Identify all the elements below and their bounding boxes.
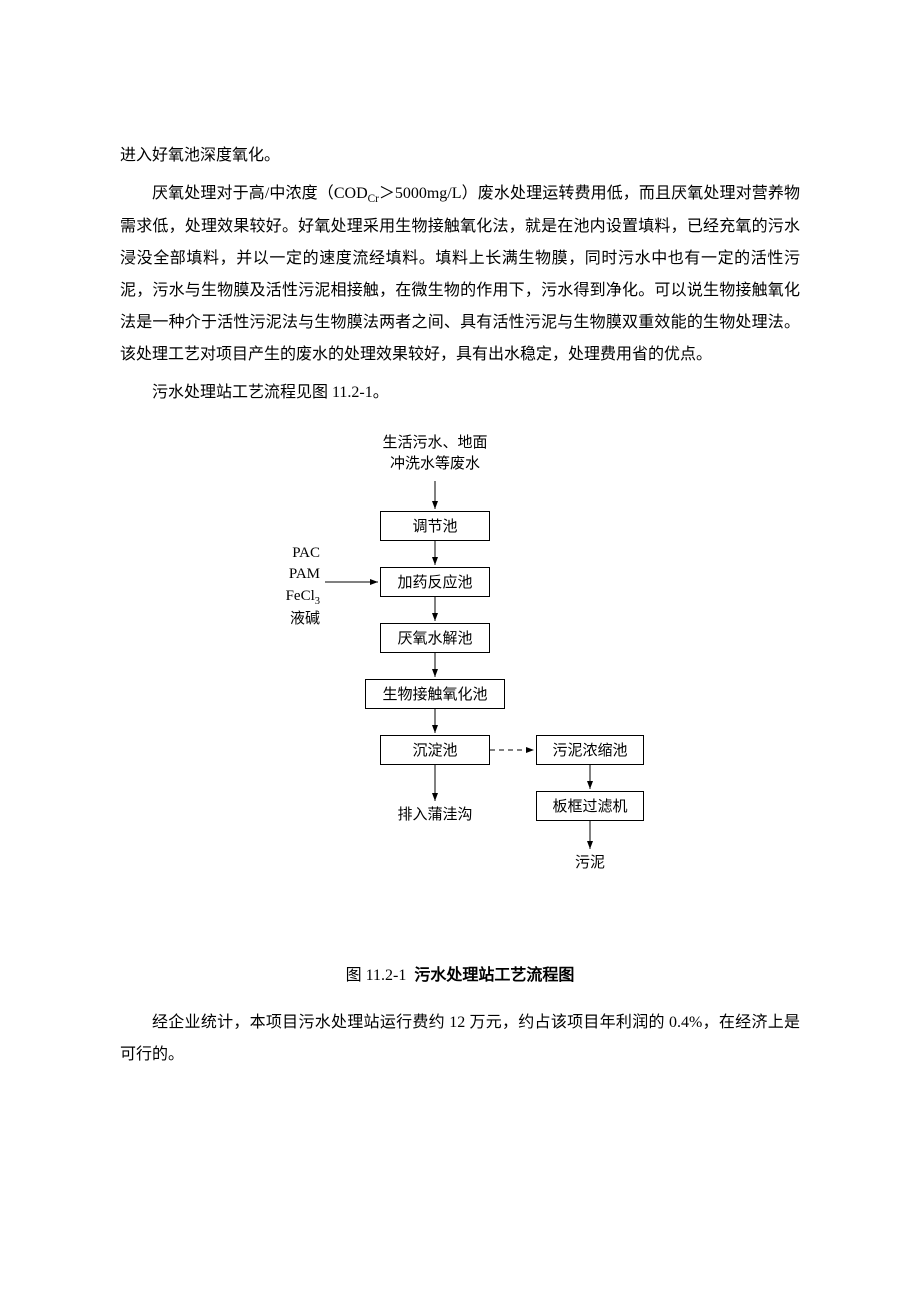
chem-1: PAC (292, 545, 320, 561)
node-wuni-nongsuo: 污泥浓缩池 (536, 735, 644, 765)
flow-source-line1: 生活污水、地面 (382, 435, 487, 451)
node-bankuang: 板框过滤机 (536, 791, 644, 821)
chemicals-label: PAC PAM FeCl3 液碱 (250, 543, 320, 631)
chem-4: 液碱 (290, 611, 320, 627)
flow-source-line2: 冲洗水等废水 (390, 456, 480, 472)
paragraph-3: 污水处理站工艺流程见图 11.2-1。 (120, 377, 800, 409)
node-jiayao: 加药反应池 (380, 567, 490, 597)
paragraph-1: 进入好氧池深度氧化。 (120, 140, 800, 172)
flowchart: dashed --> 污泥浓缩池 --> 生活污水、地面 冲洗水等废水 PAC … (210, 433, 710, 943)
figure-caption-num: 图 11.2-1 (346, 967, 407, 984)
flow-out-left: 排入蒲洼沟 (390, 805, 480, 826)
paragraph-4: 经企业统计，本项目污水处理站运行费约 12 万元，约占该项目年利润的 0.4%，… (120, 1007, 800, 1071)
node-chendian: 沉淀池 (380, 735, 490, 765)
chem-3-sub: 3 (315, 596, 320, 607)
node-tiaojie: 调节池 (380, 511, 490, 541)
node-yanyang: 厌氧水解池 (380, 623, 490, 653)
flow-out-right: 污泥 (565, 853, 615, 874)
paragraph-2: 厌氧处理对于高/中浓度（CODCr＞5000mg/L）废水处理运转费用低，而且厌… (120, 178, 800, 371)
figure-container: dashed --> 污泥浓缩池 --> 生活污水、地面 冲洗水等废水 PAC … (120, 433, 800, 943)
chem-2: PAM (289, 566, 320, 582)
figure-caption-text: 污水处理站工艺流程图 (414, 967, 574, 984)
p2-sub: Cr (368, 193, 379, 205)
node-shengwu: 生物接触氧化池 (365, 679, 505, 709)
chem-3-base: FeCl (286, 588, 315, 604)
p2-pre: 厌氧处理对于高/中浓度（COD (152, 185, 368, 202)
flow-source-text: 生活污水、地面 冲洗水等废水 (365, 433, 505, 475)
p2-post: ＞5000mg/L）废水处理运转费用低，而且厌氧处理对营养物需求低，处理效果较好… (120, 185, 800, 363)
figure-caption: 图 11.2-1 污水处理站工艺流程图 (120, 961, 800, 985)
document-page: 进入好氧池深度氧化。 厌氧处理对于高/中浓度（CODCr＞5000mg/L）废水… (0, 0, 920, 1302)
